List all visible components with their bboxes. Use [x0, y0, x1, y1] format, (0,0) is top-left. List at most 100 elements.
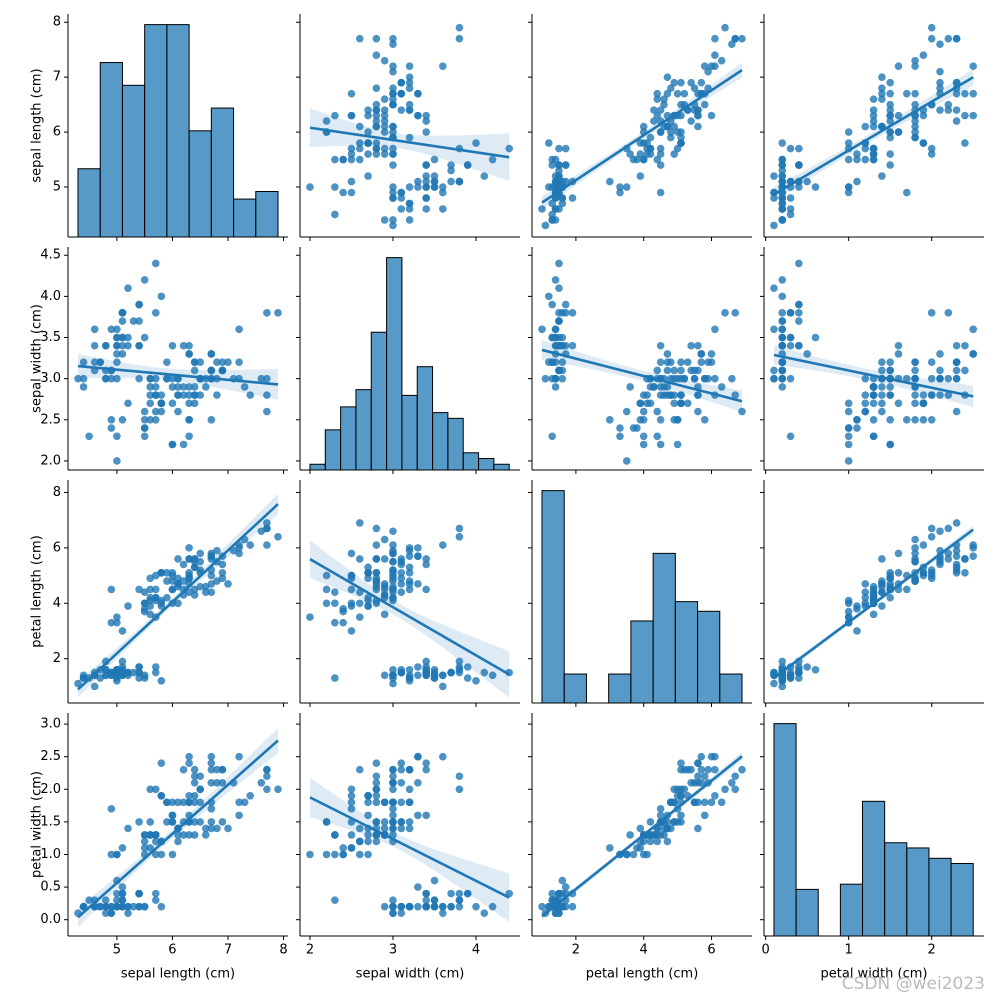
- point: [778, 216, 787, 224]
- point: [196, 566, 205, 574]
- point: [844, 457, 853, 465]
- point: [643, 391, 651, 399]
- point: [157, 759, 166, 768]
- point: [463, 889, 472, 898]
- panel: [528, 247, 752, 474]
- point: [364, 574, 372, 583]
- point: [168, 440, 177, 449]
- point: [355, 555, 364, 563]
- point: [389, 188, 397, 197]
- point: [447, 161, 455, 169]
- plot-area: [309, 257, 510, 470]
- point: [770, 284, 778, 292]
- point: [207, 416, 216, 424]
- point: [694, 778, 702, 787]
- regression-line: [77, 364, 279, 386]
- plot-area: [538, 259, 746, 465]
- y-tick-label: 2.0: [40, 782, 61, 797]
- point: [919, 416, 928, 424]
- point: [927, 391, 936, 399]
- point: [364, 128, 372, 136]
- point: [886, 133, 894, 142]
- point: [274, 309, 282, 317]
- point: [389, 569, 397, 577]
- point: [101, 909, 110, 917]
- point: [372, 772, 381, 781]
- point: [347, 144, 356, 153]
- point: [163, 798, 171, 807]
- point: [653, 366, 662, 375]
- y-tick-label: 2: [53, 651, 61, 666]
- point: [778, 325, 787, 334]
- histogram-bar: [950, 862, 974, 936]
- point: [455, 785, 464, 794]
- point: [190, 383, 199, 391]
- point: [185, 399, 193, 408]
- point: [151, 309, 160, 317]
- point: [707, 62, 716, 70]
- point: [372, 117, 381, 125]
- point: [700, 62, 709, 70]
- point: [717, 798, 726, 807]
- regression-line: [77, 739, 279, 919]
- point: [118, 665, 127, 674]
- point: [707, 350, 716, 358]
- point: [488, 671, 497, 680]
- point: [911, 133, 919, 142]
- point: [639, 407, 648, 416]
- regression-line: [309, 558, 510, 676]
- point: [389, 665, 397, 674]
- point: [894, 111, 903, 120]
- point: [551, 205, 560, 213]
- point: [555, 317, 563, 325]
- point: [961, 341, 969, 350]
- x-tick-label: 4: [472, 943, 480, 958]
- point: [663, 818, 672, 826]
- point: [372, 577, 381, 585]
- point: [151, 383, 160, 391]
- point: [389, 34, 397, 43]
- point: [380, 117, 389, 125]
- point: [430, 896, 439, 904]
- histogram-bar: [630, 620, 654, 703]
- plot-area: [74, 259, 282, 465]
- histogram-bar: [478, 458, 495, 470]
- point: [677, 358, 685, 367]
- point: [107, 618, 116, 627]
- point: [347, 188, 356, 197]
- point: [505, 144, 514, 153]
- point: [397, 798, 406, 807]
- point: [886, 580, 894, 588]
- point: [944, 555, 953, 563]
- point: [85, 432, 93, 441]
- point: [405, 665, 414, 674]
- point: [646, 133, 655, 142]
- histogram-bar: [608, 673, 632, 703]
- point: [558, 199, 567, 208]
- point: [778, 358, 787, 367]
- point: [878, 577, 886, 585]
- point: [380, 798, 389, 807]
- point: [331, 588, 339, 596]
- point: [101, 341, 110, 350]
- point: [653, 111, 662, 120]
- point: [786, 210, 795, 219]
- point: [380, 610, 389, 619]
- point: [438, 752, 447, 761]
- plot-area: [541, 490, 743, 703]
- point: [861, 144, 870, 153]
- point: [213, 546, 221, 555]
- regression-line: [773, 528, 974, 679]
- histogram-bar: [255, 190, 279, 237]
- panel: [296, 14, 520, 241]
- point: [738, 765, 746, 774]
- point: [380, 216, 389, 224]
- point: [677, 139, 685, 147]
- histogram-bar: [324, 429, 342, 470]
- point: [548, 155, 556, 164]
- point: [660, 95, 668, 103]
- point: [548, 432, 556, 441]
- point: [422, 896, 430, 904]
- point: [778, 292, 787, 301]
